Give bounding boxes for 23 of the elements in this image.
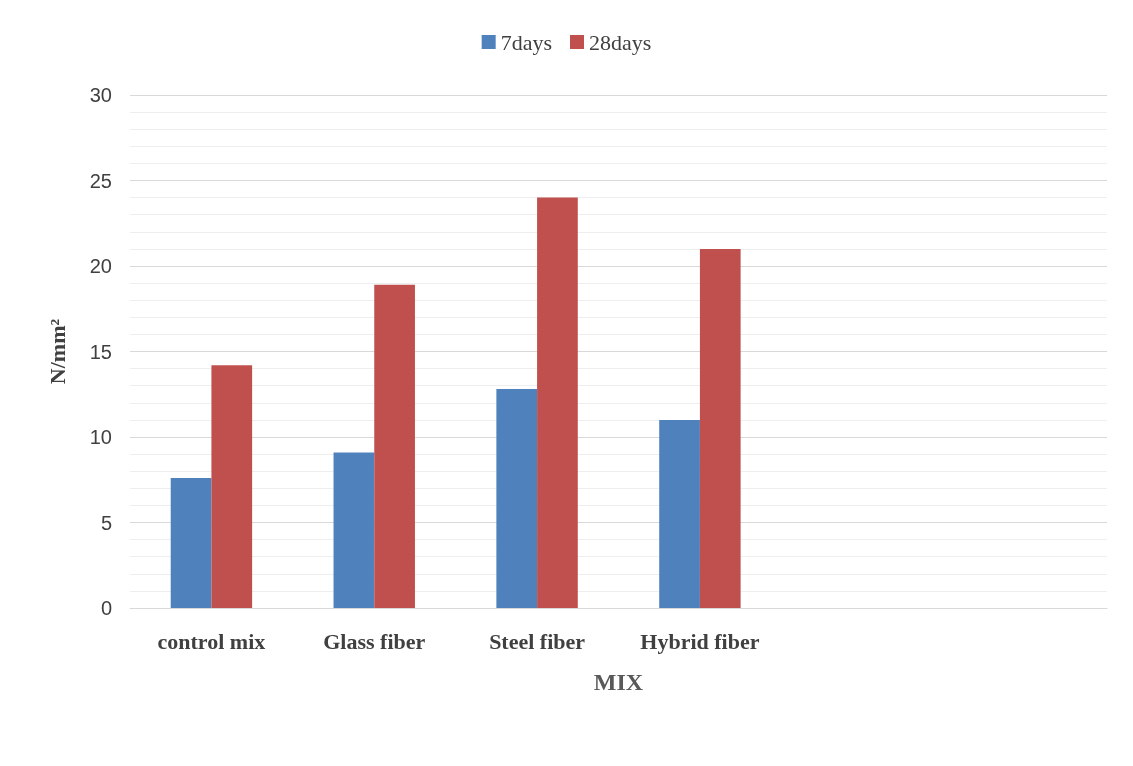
x-tick-label: Hybrid fiber: [640, 628, 760, 654]
bar: [333, 452, 375, 608]
bar: [537, 197, 578, 608]
legend-label: 7days: [500, 29, 552, 55]
y-tick-label: 0: [100, 597, 112, 619]
bar: [211, 365, 253, 608]
y-tick-label: 5: [100, 511, 112, 534]
legend-label: 28days: [589, 29, 652, 55]
x-tick-label: Steel fiber: [489, 628, 586, 654]
y-tick-label: 20: [89, 255, 112, 277]
y-tick-label: 15: [89, 340, 112, 363]
y-axis-title: N/mm²: [44, 318, 70, 385]
bar: [699, 248, 741, 608]
y-tick-label: 25: [89, 169, 112, 192]
bar: [659, 419, 700, 608]
bar: [374, 284, 415, 608]
y-tick-label: 30: [89, 84, 112, 106]
x-tick-label: Glass fiber: [323, 628, 426, 654]
y-tick-label: 10: [89, 426, 112, 448]
x-tick-label: control mix: [157, 628, 266, 654]
bar: [170, 478, 212, 608]
x-axis-title: MIX: [593, 669, 644, 695]
bar: [496, 389, 538, 608]
